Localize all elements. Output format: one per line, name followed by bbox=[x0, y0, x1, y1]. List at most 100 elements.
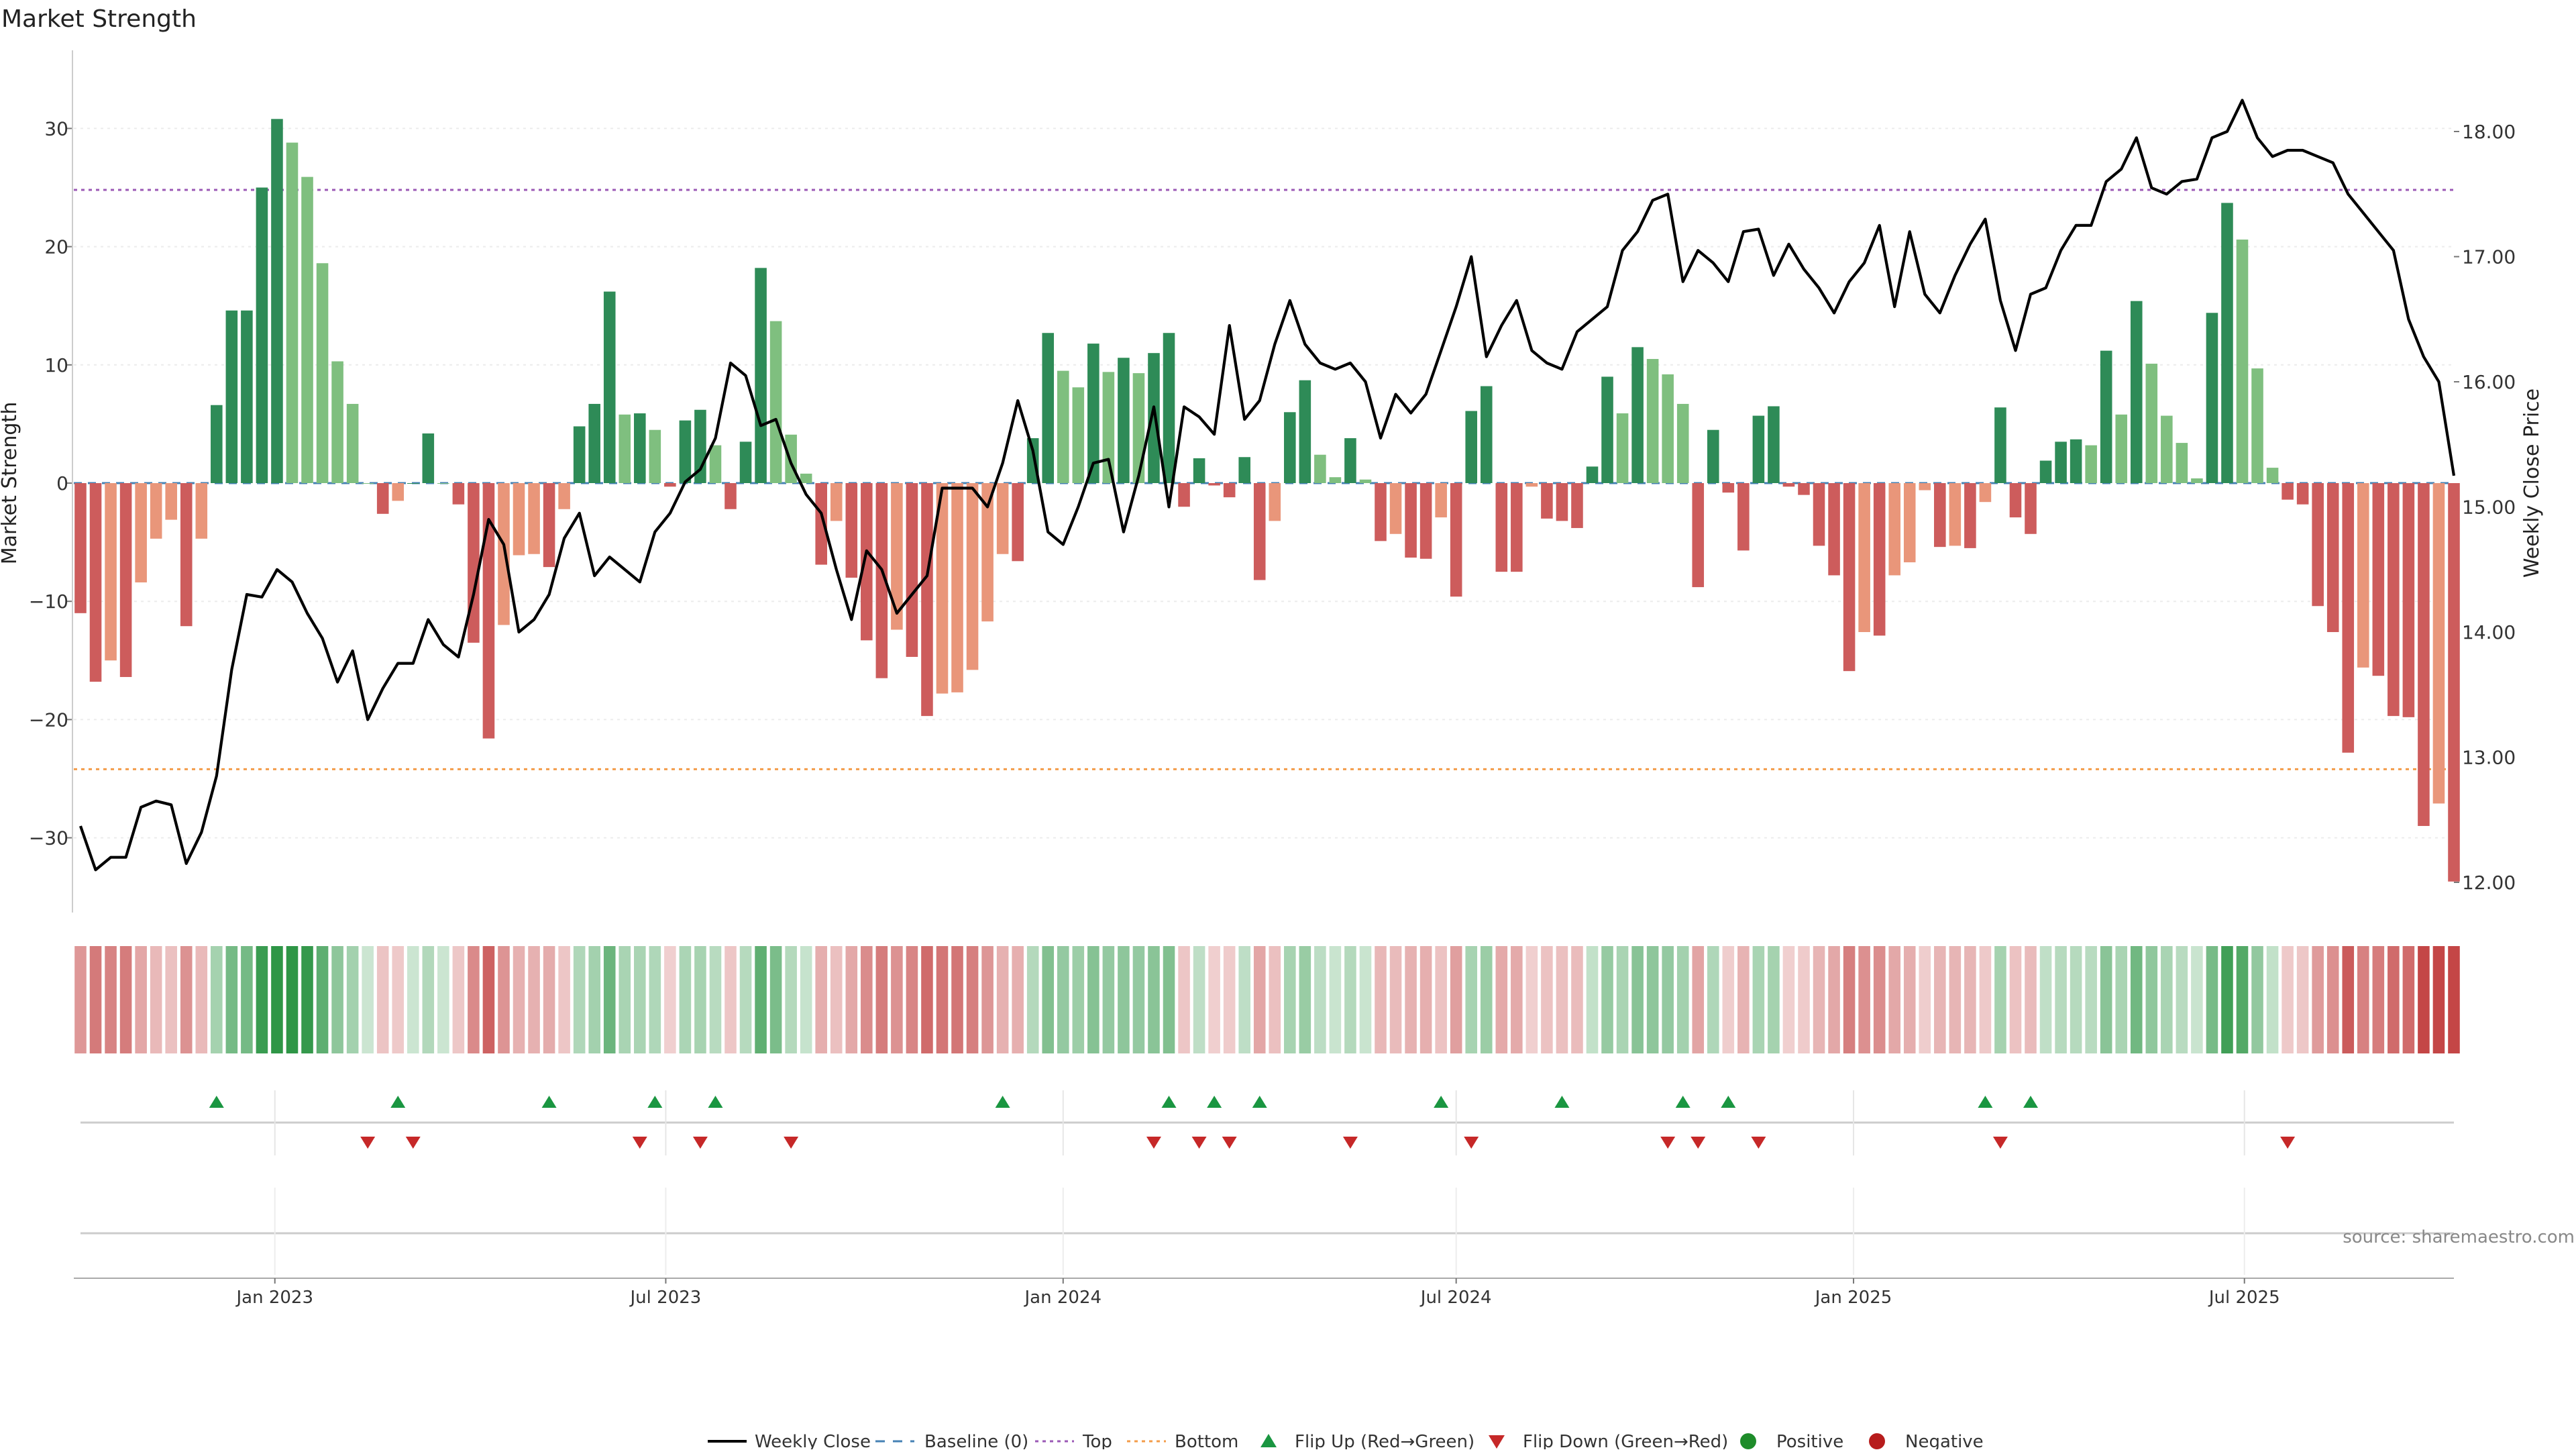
strength-bar bbox=[2009, 483, 2022, 518]
heat-cell bbox=[1752, 946, 1765, 1053]
strength-bar bbox=[1118, 358, 1130, 483]
heat-cell bbox=[2448, 946, 2460, 1053]
heat-cell bbox=[2145, 946, 2158, 1053]
heat-cell bbox=[649, 946, 661, 1053]
heat-cell bbox=[513, 946, 525, 1053]
heat-cell bbox=[2402, 946, 2415, 1053]
strength-bar bbox=[679, 420, 692, 483]
heat-cell bbox=[996, 946, 1009, 1053]
strength-bar bbox=[1375, 483, 1387, 541]
heat-cell bbox=[422, 946, 435, 1053]
strength-bar bbox=[1087, 344, 1099, 483]
flip-up-marker bbox=[1434, 1096, 1449, 1108]
flip-down-marker bbox=[405, 1137, 421, 1149]
strength-bar bbox=[664, 483, 676, 487]
strength-bar bbox=[785, 434, 797, 483]
heat-cell bbox=[1087, 946, 1099, 1053]
heat-cell bbox=[1662, 946, 1674, 1053]
legend-negative-label: Negative bbox=[1905, 1432, 1984, 1449]
heat-cell bbox=[1299, 946, 1311, 1053]
strength-bar bbox=[921, 483, 933, 717]
strength-bar bbox=[951, 483, 963, 692]
heat-cell bbox=[1571, 946, 1583, 1053]
strength-bar bbox=[1450, 483, 1462, 597]
strength-heat-strip bbox=[74, 946, 2460, 1053]
heat-cell bbox=[2296, 946, 2309, 1053]
strength-bar bbox=[724, 483, 737, 509]
strength-bar bbox=[875, 483, 888, 678]
heat-cell bbox=[1269, 946, 1281, 1053]
strength-bar bbox=[165, 483, 177, 520]
heat-cell bbox=[1118, 946, 1130, 1053]
heat-cell bbox=[2221, 946, 2233, 1053]
strength-bar bbox=[407, 483, 419, 484]
strength-bar bbox=[180, 483, 193, 627]
strength-bar bbox=[1586, 466, 1599, 483]
heat-cell bbox=[906, 946, 918, 1053]
strength-bar bbox=[1873, 483, 1886, 636]
strength-bar bbox=[1768, 406, 1780, 483]
strength-bar bbox=[362, 483, 374, 484]
strength-bar bbox=[482, 483, 495, 739]
legend-flip-up-icon bbox=[1260, 1434, 1277, 1447]
heat-cell bbox=[1541, 946, 1553, 1053]
flip-markers-panel bbox=[80, 1090, 2454, 1155]
strength-bar bbox=[1511, 483, 1523, 572]
strength-bar bbox=[2145, 364, 2158, 483]
strength-bar bbox=[2070, 439, 2082, 483]
heat-cell bbox=[588, 946, 600, 1053]
strength-bar bbox=[286, 142, 299, 483]
left-tick-label: 30 bbox=[44, 117, 68, 140]
heat-cell bbox=[2342, 946, 2355, 1053]
legend-positive-label: Positive bbox=[1776, 1432, 1843, 1449]
heat-cell bbox=[1813, 946, 1825, 1053]
legend-flip-down-label: Flip Down (Green→Red) bbox=[1523, 1432, 1728, 1449]
strength-bar bbox=[105, 483, 117, 661]
heat-cell bbox=[2115, 946, 2128, 1053]
strength-bar bbox=[755, 268, 767, 483]
strength-bar bbox=[2191, 478, 2203, 483]
legend-baseline-label: Baseline (0) bbox=[924, 1432, 1028, 1449]
heat-cell bbox=[437, 946, 449, 1053]
heat-cell bbox=[225, 946, 238, 1053]
heat-cell bbox=[241, 946, 253, 1053]
strength-bar bbox=[1888, 483, 1900, 576]
heat-cell bbox=[1329, 946, 1342, 1053]
x-tick-label: Jul 2024 bbox=[1419, 1288, 1492, 1308]
heat-cell bbox=[1934, 946, 1946, 1053]
heat-cell bbox=[150, 946, 162, 1053]
strength-bar bbox=[1329, 477, 1342, 483]
heat-cell bbox=[2312, 946, 2324, 1053]
heat-cell bbox=[1435, 946, 1447, 1053]
heat-cell bbox=[694, 946, 706, 1053]
flip-down-marker bbox=[1342, 1137, 1358, 1149]
heat-cell bbox=[1465, 946, 1478, 1053]
heat-cell bbox=[392, 946, 405, 1053]
x-tick-label: Jul 2023 bbox=[629, 1288, 702, 1308]
heat-cell bbox=[2432, 946, 2445, 1053]
heat-cell bbox=[1888, 946, 1900, 1053]
strength-bar bbox=[1163, 333, 1175, 483]
heat-cell bbox=[1586, 946, 1599, 1053]
strength-bar bbox=[2161, 415, 2173, 483]
legend: Weekly Close Baseline (0) Top Bottom Flip Up… bbox=[708, 1432, 1984, 1452]
heat-cell bbox=[2055, 946, 2067, 1053]
strength-bar bbox=[1495, 483, 1508, 572]
strength-bar bbox=[1692, 483, 1705, 588]
strength-bar bbox=[2221, 203, 2233, 483]
strength-bar bbox=[1193, 458, 1205, 483]
strength-bar bbox=[1405, 483, 1417, 558]
heat-cell bbox=[1132, 946, 1145, 1053]
heat-cell bbox=[1012, 946, 1024, 1053]
right-tick-label: 13.00 bbox=[2462, 747, 2516, 769]
heat-cell bbox=[1480, 946, 1493, 1053]
heat-cell bbox=[271, 946, 283, 1053]
heat-cell bbox=[407, 946, 419, 1053]
heat-cell bbox=[180, 946, 193, 1053]
strength-bar bbox=[1541, 483, 1553, 519]
left-y-axis: −30 −20 −10 0 10 20 30 bbox=[29, 117, 72, 849]
left-tick-label: −30 bbox=[29, 827, 68, 849]
flip-down-marker bbox=[1751, 1137, 1766, 1149]
